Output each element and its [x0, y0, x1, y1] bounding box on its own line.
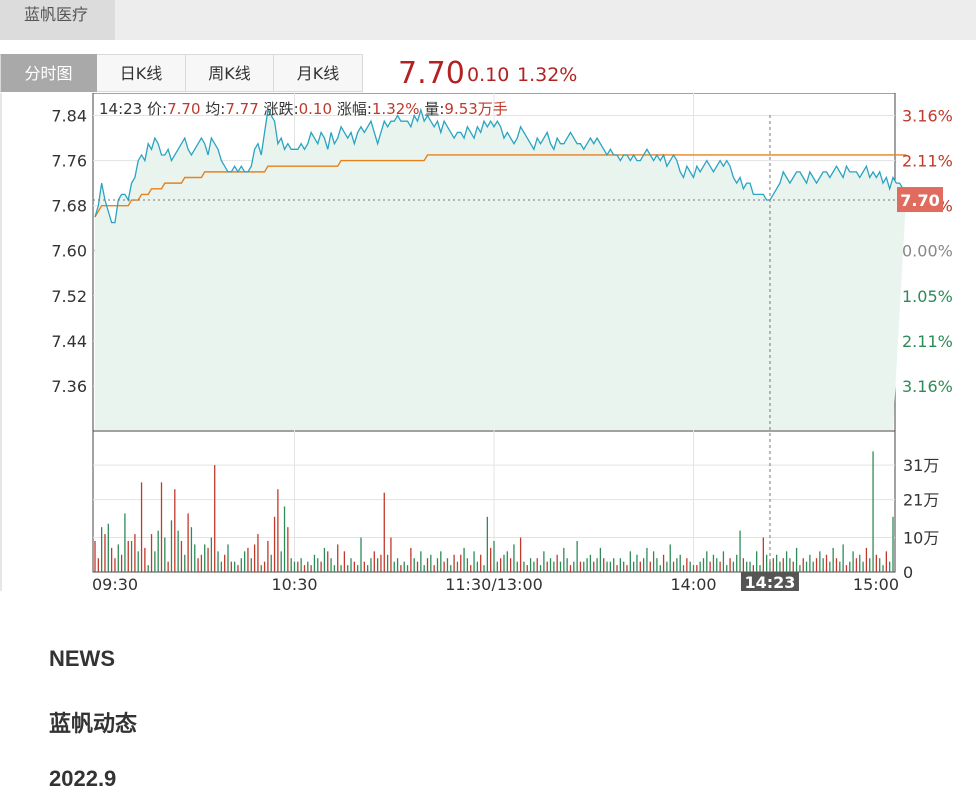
price-area-fill — [95, 109, 907, 431]
tab-intraday[interactable]: 分时图 — [0, 54, 97, 92]
info-avg-label: 均 — [205, 100, 220, 118]
info-avg: 7.77 — [225, 100, 258, 118]
pct-tick-label: 1.05% — [902, 287, 953, 306]
info-pct-label: 涨幅 — [337, 100, 367, 118]
info-pct: 1.32% — [372, 100, 420, 118]
y-tick-label: 7.36 — [51, 377, 87, 396]
company-tab-label: 蓝帆医疗 — [24, 5, 89, 24]
cursor-time-label: 14:23 — [745, 573, 796, 591]
vol-tick-label: 31万 — [903, 456, 939, 475]
info-price-label: 价 — [147, 100, 162, 118]
pct-tick-label: 2.11% — [902, 332, 953, 351]
info-change-label: 涨跌 — [264, 100, 294, 118]
info-time: 14:23 — [99, 100, 142, 118]
news-subheading: 蓝帆动态 — [49, 711, 138, 736]
cursor-price-label: 7.70 — [900, 191, 939, 210]
company-tab[interactable]: 蓝帆医疗 — [0, 0, 115, 40]
info-vol: 9.53万手 — [444, 100, 507, 118]
x-tick-label: 11:30/13:00 — [445, 575, 543, 591]
price-line — [94, 107, 907, 224]
quote-price: 7.70 — [398, 56, 465, 91]
info-price: 7.70 — [167, 100, 200, 118]
cursor-price-tag — [897, 187, 943, 213]
tab-monthly-k[interactable]: 月K线 — [274, 54, 363, 92]
pct-tick-label: 2.11% — [902, 152, 953, 171]
y-tick-label: 7.68 — [51, 197, 87, 216]
news-heading: NEWS — [49, 646, 115, 671]
x-tick-label: 14:00 — [670, 575, 716, 591]
quote-change: 0.10 — [467, 64, 510, 86]
x-tick-label: 15:00 — [853, 575, 899, 591]
tab-weekly-k[interactable]: 周K线 — [186, 54, 274, 92]
info-vol-label: 量 — [424, 100, 439, 118]
top-bar: 蓝帆医疗 — [0, 0, 976, 40]
x-tick-label: 10:30 — [271, 575, 317, 591]
vol-tick-label: 10万 — [903, 529, 939, 548]
y-tick-label: 7.60 — [51, 242, 87, 261]
x-tick-label: 09:30 — [92, 575, 138, 591]
y-tick-label: 7.84 — [51, 107, 87, 126]
vol-tick-label: 0 — [903, 563, 913, 582]
info-bar: 14:23 价:7.70 均:7.77 涨跌:0.10 涨幅:1.32% 量:9… — [99, 100, 508, 118]
intraday-chart: 7.84 3.16% 7.76 2.11% 7.68 1.05% 7.60 0.00% 7.52… — [0, 92, 976, 594]
quote-change-pct: 1.32% — [517, 64, 578, 86]
y-tick-label: 7.44 — [51, 332, 87, 351]
y-tick-label: 7.76 — [51, 152, 87, 171]
pct-tick-label: 3.16% — [902, 107, 953, 126]
cursor-time-box — [740, 572, 799, 592]
y-tick-label: 7.52 — [51, 287, 87, 306]
pct-tick-label: 3.16% — [902, 377, 953, 396]
pct-tick-label: 0.00% — [902, 242, 953, 261]
news-date: 2022.9 — [49, 766, 117, 791]
intraday-chart-svg[interactable]: 7.84 3.16% 7.76 2.11% 7.68 1.05% 7.60 0.00% 7.52… — [0, 92, 976, 594]
vol-tick-label: 21万 — [903, 491, 939, 510]
tab-daily-k[interactable]: 日K线 — [97, 54, 186, 92]
info-change: 0.10 — [299, 100, 332, 118]
